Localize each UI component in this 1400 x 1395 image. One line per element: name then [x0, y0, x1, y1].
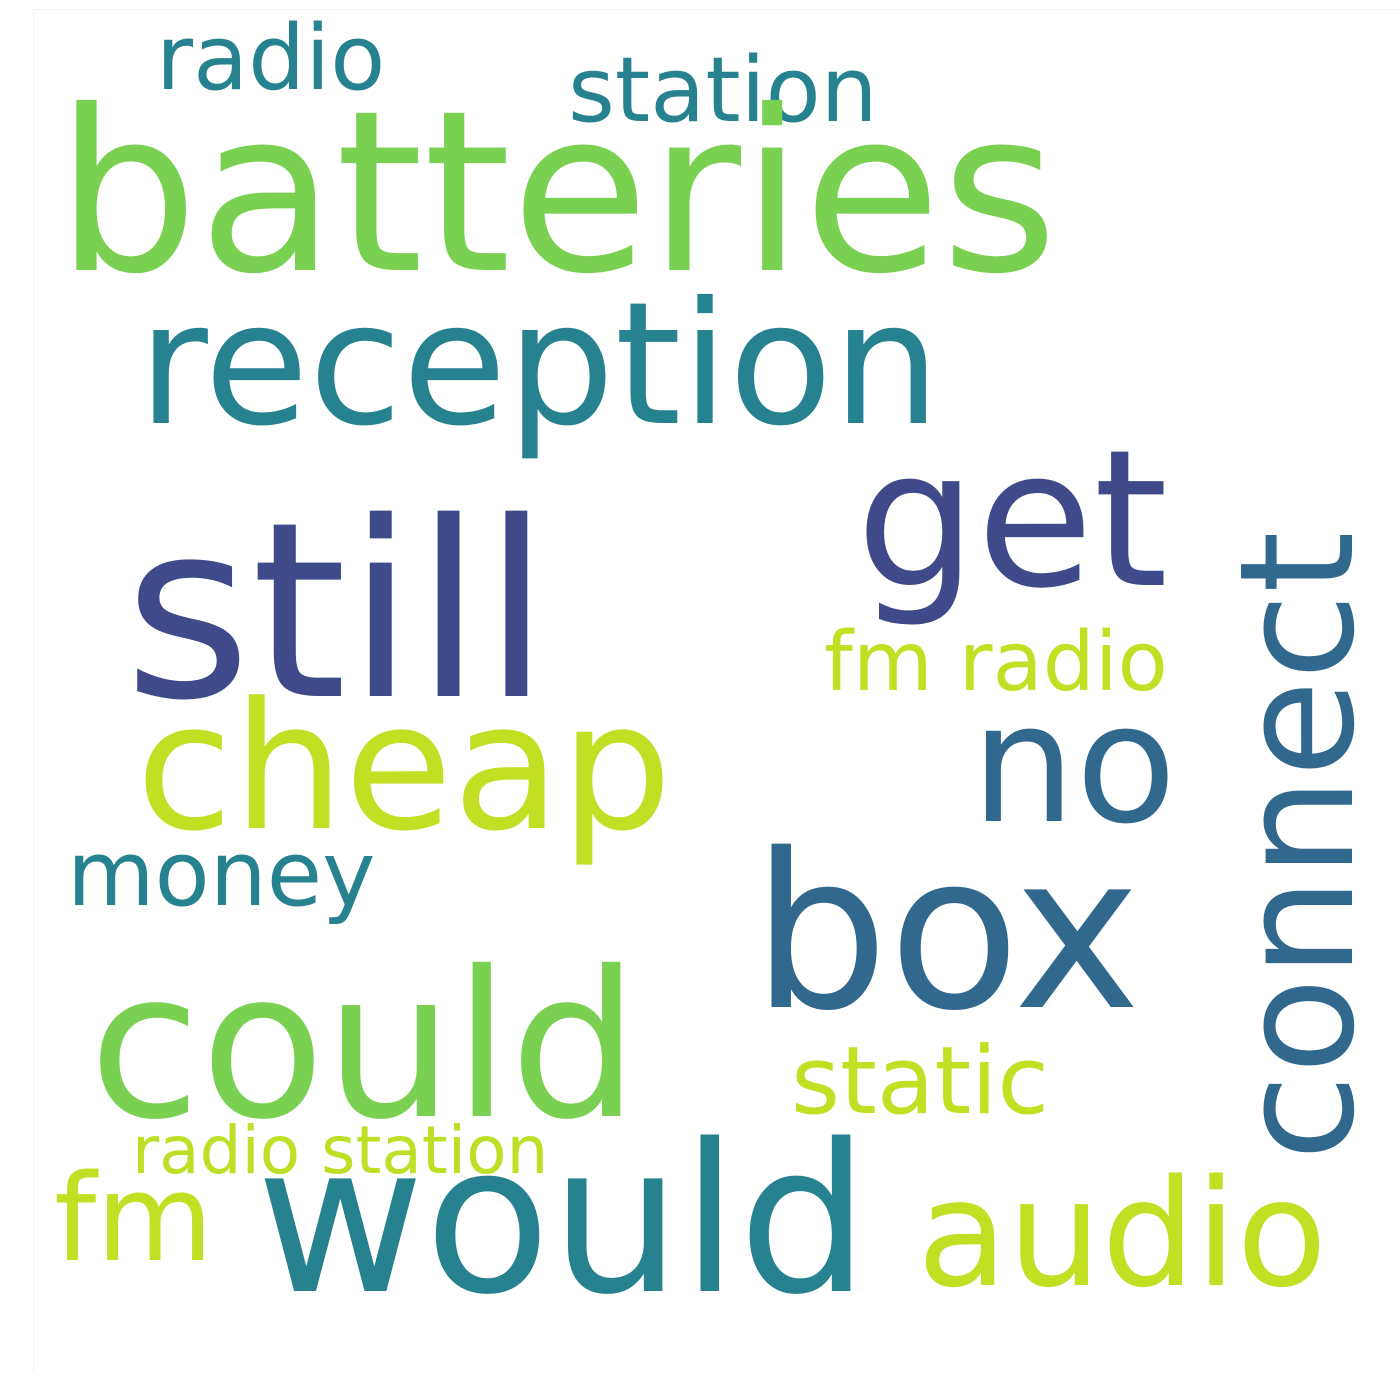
- word-cloud: radio station batteries reception get st…: [33, 9, 1400, 1373]
- word-radio-station: radio station: [132, 1112, 549, 1189]
- word-still: still: [124, 470, 551, 754]
- word-static: static: [791, 1027, 1050, 1136]
- word-connect: connect: [1206, 531, 1390, 1161]
- word-audio: audio: [917, 1148, 1328, 1320]
- word-reception: reception: [138, 266, 941, 464]
- word-radio: radio: [156, 9, 386, 111]
- word-could: could: [89, 928, 639, 1164]
- word-batteries: batteries: [56, 62, 1058, 323]
- word-box: box: [752, 807, 1141, 1058]
- word-fm-radio: fm radio: [824, 615, 1168, 710]
- word-would: would: [256, 1100, 870, 1340]
- word-cheap: cheap: [136, 665, 673, 870]
- word-station: station: [568, 38, 878, 143]
- word-get: get: [856, 409, 1168, 630]
- word-no: no: [971, 668, 1177, 860]
- word-money: money: [67, 822, 376, 927]
- word-fm: fm: [54, 1150, 214, 1289]
